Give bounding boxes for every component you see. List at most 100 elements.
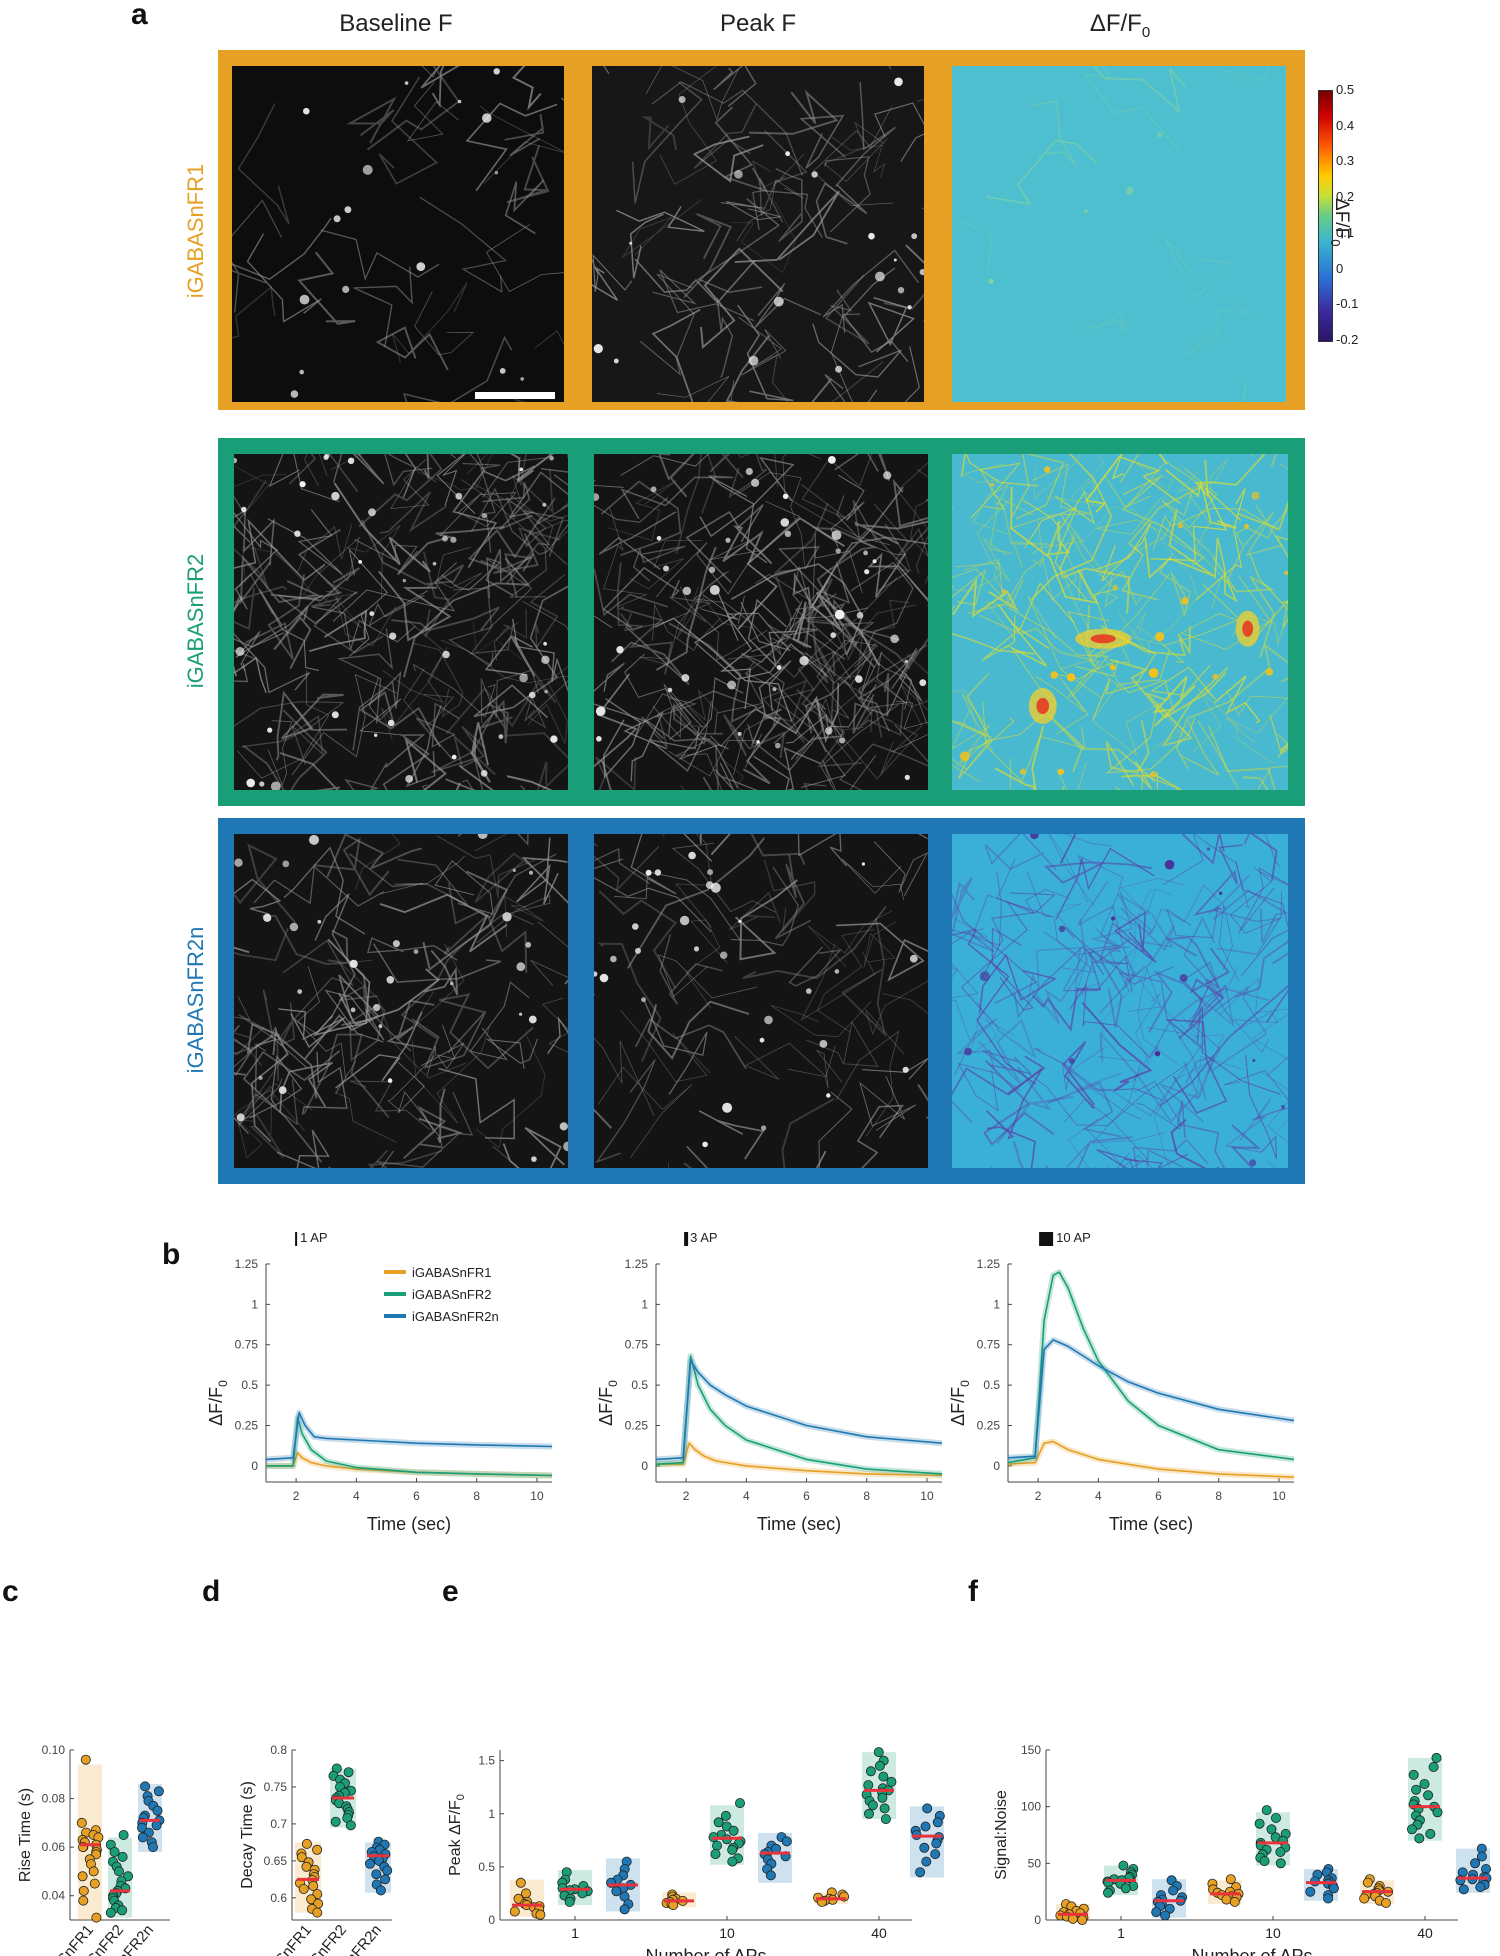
x-tick-label: 10 [1272, 1489, 1286, 1503]
image-peak-igabasnfr2n [594, 834, 928, 1168]
series-line [655, 1360, 943, 1461]
data-point [364, 1858, 375, 1869]
stimulus-marker [684, 1232, 689, 1246]
data-point [932, 1817, 943, 1828]
column-title-peak: Peak F [719, 10, 797, 37]
data-point [375, 1885, 386, 1896]
data-point [1428, 1762, 1439, 1773]
data-point [878, 1771, 889, 1782]
micrograph-texture [594, 834, 928, 1168]
legend-label: iGABASnFR2n [412, 1309, 499, 1324]
data-point [864, 1808, 875, 1819]
x-tick-label: 2 [683, 1489, 690, 1503]
colorbar-label: ΔF/F0 [1328, 198, 1352, 247]
data-point [343, 1767, 354, 1778]
colorbar-tick-label: -0.1 [1336, 296, 1359, 312]
y-tick-label: 1.25 [625, 1257, 649, 1271]
data-point [879, 1803, 890, 1814]
data-point [1408, 1769, 1419, 1780]
panel-f-letter: f [968, 1575, 978, 1608]
data-point [117, 1905, 128, 1916]
row-label-igabasnfr2: iGABASnFR2 [183, 553, 208, 689]
x-tick-label: 8 [863, 1489, 870, 1503]
panel-d-letter: d [202, 1575, 221, 1608]
data-point [922, 1803, 933, 1814]
data-point [1423, 1790, 1434, 1801]
panel-f-chart: 150 100 50 0 Signal:Noise 1 10 40 Number of APs [993, 1743, 1492, 1956]
stimulus-label: 3 AP [690, 1230, 717, 1245]
data-point [931, 1838, 942, 1849]
data-point [296, 1852, 307, 1863]
data-point [509, 1906, 520, 1917]
y-axis-label: ΔF/F0 [206, 1380, 230, 1426]
data-point [109, 1847, 120, 1858]
data-point [1271, 1813, 1282, 1824]
x-tick-label: 8 [473, 1489, 480, 1503]
data-point [1229, 1896, 1240, 1907]
y-tick-label: 100 [1021, 1800, 1041, 1814]
y-tick-label: 0.75 [235, 1338, 259, 1352]
micrograph-background [594, 454, 928, 790]
data-point [1414, 1833, 1425, 1844]
data-point [874, 1760, 885, 1771]
colorbar-tick-label: 0.1 [1336, 224, 1355, 240]
micrograph-texture [234, 834, 568, 1168]
micrograph-texture [592, 66, 924, 402]
data-point [1432, 1807, 1443, 1818]
x-tick-label: 4 [1095, 1489, 1102, 1503]
data-point [880, 1814, 891, 1825]
trace-chart-0: 1.25 1 0.75 0.5 0.25 0 2 4 6 8 10 Time (sec) ΔF/F0 1 … [206, 1230, 553, 1534]
x-tick-label: 6 [1155, 1489, 1162, 1503]
y-tick-label: 0.6 [270, 1891, 287, 1905]
y-tick-label: 0.65 [264, 1854, 288, 1868]
data-point [147, 1842, 158, 1853]
panel-e-chart: 1.5 1 0.5 0 Peak ΔF/F0 1 10 40 Number of APs [447, 1747, 945, 1956]
trace-chart-1: 1.25 1 0.75 0.5 0.25 0 2 4 6 8 10 Time (sec) ΔF/F0 3 … [596, 1230, 943, 1534]
panel-e-letter: e [442, 1575, 459, 1608]
data-point [371, 1869, 382, 1880]
data-point [1458, 1884, 1469, 1895]
series-line [1007, 1271, 1295, 1464]
data-point [867, 1800, 878, 1811]
data-point [153, 1786, 164, 1797]
x-tick-label: 4 [743, 1489, 750, 1503]
y-tick-label: 1.5 [478, 1754, 495, 1768]
x-axis-label: Number of APs [645, 1946, 766, 1956]
data-point [611, 1886, 622, 1897]
data-point [330, 1816, 341, 1827]
y-tick-label: 0.08 [42, 1792, 66, 1806]
data-point [140, 1781, 151, 1792]
y-tick-label: 0.5 [983, 1378, 1000, 1392]
panel-a-letter: a [131, 0, 148, 31]
x-tick-label: 4 [353, 1489, 360, 1503]
y-tick-label: 0.8 [270, 1743, 287, 1757]
x-axis-label: Number of APs [1191, 1946, 1312, 1956]
data-point [1359, 1893, 1370, 1904]
micrograph-texture [952, 66, 1269, 402]
data-point [865, 1766, 876, 1777]
row-label-igabasnfr2n: iGABASnFR2n [183, 926, 208, 1074]
panel-d-chart: 0.8 0.75 0.7 0.65 0.6 Decay Time (s) iGABASnFR… [239, 1743, 393, 1956]
series-band [655, 1357, 943, 1463]
colorbar-tick-label: 0.5 [1336, 82, 1355, 97]
data-point [151, 1820, 162, 1831]
y-tick-label: 0.04 [42, 1889, 66, 1903]
series-line [1007, 1339, 1295, 1459]
legend-label: iGABASnFR2 [412, 1287, 491, 1302]
data-point [720, 1810, 731, 1821]
micrograph-texture [232, 66, 564, 402]
stimulus-marker [1039, 1232, 1054, 1246]
data-point [1225, 1874, 1236, 1885]
data-point [88, 1866, 99, 1877]
data-point [710, 1849, 721, 1860]
colorbar-tick-label: -0.2 [1336, 332, 1359, 347]
data-point [118, 1830, 129, 1841]
y-axis-label: ΔF/F0 [596, 1380, 620, 1426]
data-point [515, 1877, 526, 1888]
y-tick-label: 0.75 [264, 1780, 288, 1794]
image-baseline-igabasnfr1 [232, 66, 564, 402]
data-point [312, 1907, 323, 1918]
data-point [1168, 1885, 1179, 1896]
y-tick-label: 0.25 [235, 1418, 259, 1432]
